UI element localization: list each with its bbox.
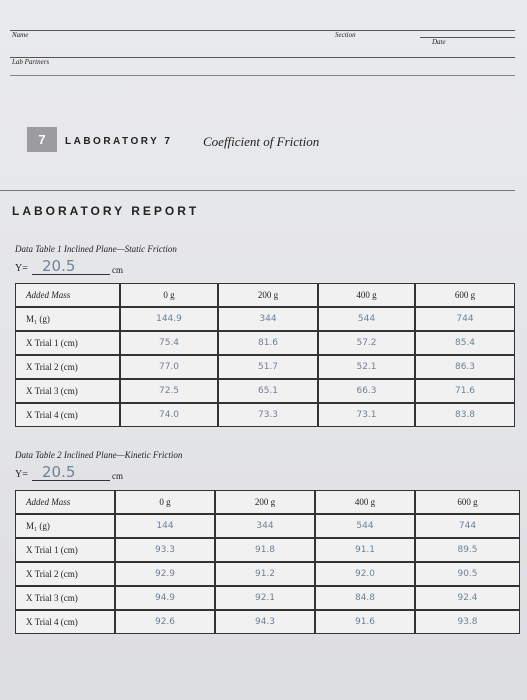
cell-value: 91.2 xyxy=(215,562,315,586)
cell-value: 92.0 xyxy=(315,562,415,586)
cell-value: 89.5 xyxy=(415,538,520,562)
cell-value: 66.3 xyxy=(318,379,415,403)
y-value: 20.5 xyxy=(42,463,76,481)
y-value: 20.5 xyxy=(42,257,76,275)
row-label: X Trial 3 (cm) xyxy=(15,379,120,403)
cell-value: 92.1 xyxy=(215,586,315,610)
y-blank xyxy=(32,274,110,275)
cell-value: 92.6 xyxy=(115,610,215,634)
rule xyxy=(10,30,515,31)
cell-value: 75.4 xyxy=(120,331,218,355)
cell-value: 52.1 xyxy=(318,355,415,379)
cell-value: 144 xyxy=(115,514,215,538)
cell-value: 544 xyxy=(318,307,415,331)
cell-value: 57.2 xyxy=(318,331,415,355)
column-header: 200 g xyxy=(218,283,318,307)
column-header: Added Mass xyxy=(15,283,120,307)
column-header: 600 g xyxy=(415,490,520,514)
rule xyxy=(10,75,515,76)
date-label: Date xyxy=(432,38,446,46)
lab-partners-label: Lab Partners xyxy=(12,58,50,66)
row-label: X Trial 4 (cm) xyxy=(15,610,115,634)
cell-value: 93.8 xyxy=(415,610,520,634)
row-label: X Trial 2 (cm) xyxy=(15,355,120,379)
cell-value: 92.9 xyxy=(115,562,215,586)
cell-value: 51.7 xyxy=(218,355,318,379)
cell-value: 144.9 xyxy=(120,307,218,331)
column-header: 400 g xyxy=(318,283,415,307)
cell-value: 72.5 xyxy=(120,379,218,403)
cell-value: 91.1 xyxy=(315,538,415,562)
y-blank xyxy=(32,480,110,481)
cell-value: 544 xyxy=(315,514,415,538)
cell-value: 77.0 xyxy=(120,355,218,379)
row-label: M₁ (g) xyxy=(15,307,120,331)
table-title: Data Table 2 Inclined Plane—Kinetic Fric… xyxy=(15,450,183,460)
chapter-subtitle: Coefficient of Friction xyxy=(203,134,320,149)
column-header: 0 g xyxy=(120,283,218,307)
cell-value: 92.4 xyxy=(415,586,520,610)
cell-value: 81.6 xyxy=(218,331,318,355)
cell-value: 84.8 xyxy=(315,586,415,610)
chapter-number: 7 xyxy=(27,127,57,152)
cell-value: 344 xyxy=(218,307,318,331)
cell-value: 91.6 xyxy=(315,610,415,634)
y-unit: cm xyxy=(112,471,123,481)
column-header: 400 g xyxy=(315,490,415,514)
cell-value: 94.3 xyxy=(215,610,315,634)
column-header: Added Mass xyxy=(15,490,115,514)
cell-value: 71.6 xyxy=(415,379,515,403)
chapter-title: LABORATORY 7 xyxy=(65,136,173,147)
cell-value: 91.8 xyxy=(215,538,315,562)
table-title: Data Table 1 Inclined Plane—Static Frict… xyxy=(15,244,177,254)
row-label: X Trial 2 (cm) xyxy=(15,562,115,586)
cell-value: 86.3 xyxy=(415,355,515,379)
cell-value: 65.1 xyxy=(218,379,318,403)
column-header: 600 g xyxy=(415,283,515,307)
report-title: LABORATORY REPORT xyxy=(12,204,200,218)
cell-value: 94.9 xyxy=(115,586,215,610)
cell-value: 83.8 xyxy=(415,403,515,427)
cell-value: 93.3 xyxy=(115,538,215,562)
row-label: X Trial 3 (cm) xyxy=(15,586,115,610)
cell-value: 74.0 xyxy=(120,403,218,427)
cell-value: 73.1 xyxy=(318,403,415,427)
cell-value: 90.5 xyxy=(415,562,520,586)
cell-value: 344 xyxy=(215,514,315,538)
row-label: X Trial 4 (cm) xyxy=(15,403,120,427)
row-label: M₁ (g) xyxy=(15,514,115,538)
rule xyxy=(420,37,515,38)
y-label: Y= xyxy=(15,263,28,274)
cell-value: 85.4 xyxy=(415,331,515,355)
y-label: Y= xyxy=(15,469,28,480)
section-label: Section xyxy=(335,31,356,39)
cell-value: 744 xyxy=(415,307,515,331)
column-header: 0 g xyxy=(115,490,215,514)
rule xyxy=(10,57,515,58)
name-label: Name xyxy=(12,31,29,39)
column-header: 200 g xyxy=(215,490,315,514)
cell-value: 73.3 xyxy=(218,403,318,427)
y-unit: cm xyxy=(112,265,123,275)
row-label: X Trial 1 (cm) xyxy=(15,538,115,562)
cell-value: 744 xyxy=(415,514,520,538)
rule xyxy=(0,190,515,191)
row-label: X Trial 1 (cm) xyxy=(15,331,120,355)
